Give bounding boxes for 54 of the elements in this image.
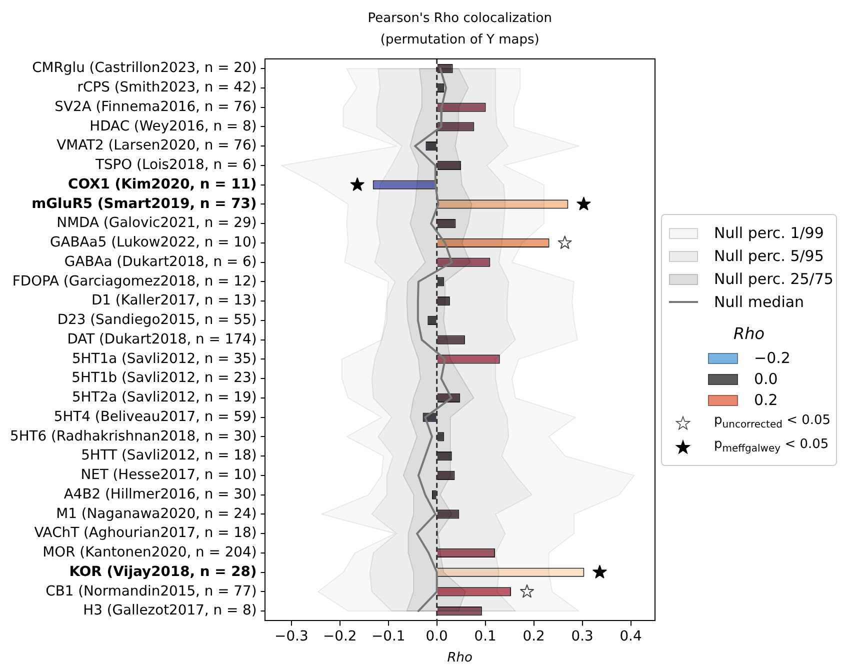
- point: [576, 196, 591, 210]
- x-tick-label: 0.4: [620, 628, 642, 645]
- legend-label: p$_{meffgalwey}$ < 0.05: [714, 436, 829, 456]
- chart-title: Pearson's Rho colocalization (permutation of Y maps): [368, 11, 552, 48]
- y-tick-label: 5HT1a (Savli2012, n = 35): [72, 350, 257, 367]
- point: [592, 564, 607, 578]
- legend-label: −0.2: [754, 349, 790, 368]
- y-tick-label: VAChT (Aghourian2017, n = 18): [34, 525, 257, 542]
- x-tick-label: −0.2: [323, 628, 357, 645]
- legend-title: Rho: [732, 323, 766, 346]
- legend-label: Null perc. 25/75: [714, 270, 834, 288]
- x-axis-title: Rho: [447, 650, 473, 666]
- y-tick-label: SV2A (Finnema2016, n = 76): [54, 98, 257, 115]
- point: [350, 178, 364, 191]
- legend-label: Null median: [714, 293, 804, 312]
- y-tick-label: 5HT1b (Savli2012, n = 23): [72, 370, 257, 386]
- y-tick-label: rCPS (Smith2023, n = 42): [77, 80, 257, 96]
- legend-label: Null perc. 1/99: [714, 224, 824, 242]
- y-tick-label: CB1 (Normandin2015, n = 77): [46, 583, 257, 600]
- y-tick-label: 5HTT (Savli2012, n = 18): [81, 448, 257, 464]
- y-tick-label: mGluR5 (Smart2019, n = 73): [32, 196, 257, 212]
- y-tick-label: TSPO (Lois2018, n = 6): [94, 157, 257, 174]
- y-tick-label: HDAC (Wey2016, n = 8): [90, 118, 257, 134]
- y-tick-label: CMRglu (Castrillon2023, n = 20): [32, 60, 257, 76]
- y-tick-label: M1 (Naganawa2020, n = 24): [56, 506, 257, 522]
- point: [520, 584, 534, 598]
- legend-label: p$_{uncorrected}$ < 0.05: [714, 412, 831, 432]
- y-tick-label: 5HT4 (Beliveau2017, n = 59): [54, 408, 257, 425]
- y-tick-label: VMAT2 (Larsen2020, n = 76): [56, 138, 257, 154]
- x-tick-label: 0.1: [474, 628, 496, 645]
- y-tick-label: A4B2 (Hillmer2016, n = 30): [64, 486, 257, 502]
- legend-label: 0.2: [754, 391, 778, 410]
- y-tick-label: NMDA (Galovic2021, n = 29): [56, 215, 257, 232]
- y-tick-label: H3 (Gallezot2017, n = 8): [83, 602, 257, 619]
- y-tick-label: COX1 (Kim2020, n = 11): [68, 176, 257, 192]
- legend-label: Null perc. 5/95: [714, 247, 824, 266]
- x-tick-label: −0.3: [274, 628, 308, 645]
- x-tick-label: 0.3: [571, 628, 594, 645]
- y-tick-label: MOR (Kantonen2020, n = 204): [42, 544, 257, 561]
- y-tick-label: GABAa (Dukart2018, n = 6): [64, 254, 257, 270]
- point: [558, 236, 572, 249]
- y-tick-label: GABAa5 (Lukow2022, n = 10): [50, 234, 257, 251]
- x-tick-label: 0.2: [522, 628, 545, 645]
- y-tick-label: NET (Hesse2017, n = 10): [80, 467, 257, 484]
- y-tick-label: DAT (Dukart2018, n = 174): [67, 331, 257, 348]
- legend-label: 0.0: [754, 370, 778, 388]
- y-tick-label: D23 (Sandiego2015, n = 55): [57, 312, 257, 328]
- y-tick-label: 5HT6 (Radhakrishnan2018, n = 30): [10, 428, 257, 444]
- y-tick-label: FDOPA (Garciagomez2018, n = 12): [12, 273, 257, 290]
- x-tick-label: −0.1: [372, 628, 406, 645]
- y-tick-label: D1 (Kaller2017, n = 13): [91, 292, 257, 309]
- x-tick-label: 0.0: [426, 628, 448, 645]
- y-tick-label: KOR (Vijay2018, n = 28): [69, 564, 257, 580]
- y-tick-label: 5HT2a (Savli2012, n = 19): [72, 390, 257, 406]
